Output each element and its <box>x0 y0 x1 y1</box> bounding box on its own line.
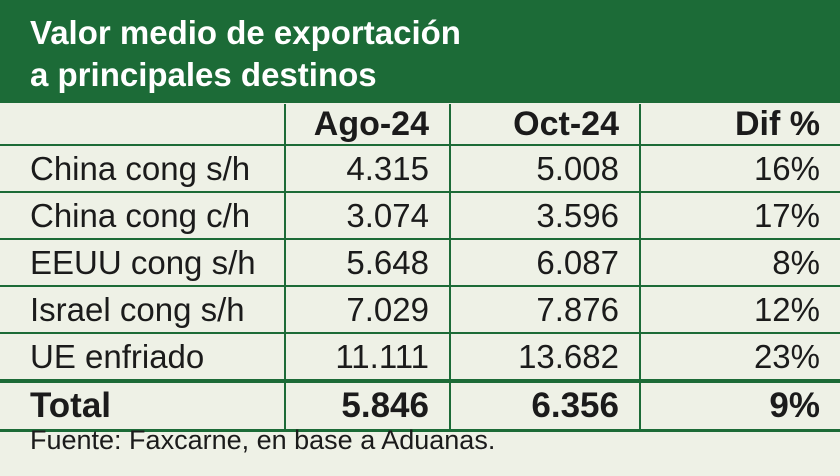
row-ago-24: 4.315 <box>284 145 450 193</box>
row-dif-pct: 17% <box>639 192 840 240</box>
table-row: EEUU cong s/h 5.648 6.087 8% <box>0 239 840 287</box>
row-dif-pct: 16% <box>639 145 840 193</box>
table-row: China cong s/h 4.315 5.008 16% <box>0 145 840 193</box>
row-destination: China cong c/h <box>0 192 285 240</box>
row-ago-24: 5.648 <box>284 239 450 287</box>
header-ago-24: Ago-24 <box>284 104 450 146</box>
title-line-2: a principales destinos <box>30 56 377 93</box>
source-note: Fuente: Faxcarne, en base a Aduanas. <box>30 425 496 455</box>
table-row: Israel cong s/h 7.029 7.876 12% <box>0 286 840 334</box>
row-oct-24: 6.087 <box>449 239 640 287</box>
header-destination <box>0 104 285 146</box>
row-destination: Israel cong s/h <box>0 286 285 334</box>
row-ago-24: 11.111 <box>284 333 450 383</box>
row-ago-24: 3.074 <box>284 192 450 240</box>
row-dif-pct: 8% <box>639 239 840 287</box>
total-row: Total 5.846 6.356 9% <box>0 381 840 432</box>
table-title-banner: Valor medio de exportación a principales… <box>0 0 840 103</box>
header-dif-pct: Dif % <box>639 104 840 146</box>
row-destination: China cong s/h <box>0 145 285 193</box>
row-dif-pct: 23% <box>639 333 840 383</box>
total-dif-pct: 9% <box>639 381 840 432</box>
row-oct-24: 3.596 <box>449 192 640 240</box>
total-label: Total <box>0 381 285 432</box>
row-destination: EEUU cong s/h <box>0 239 285 287</box>
table-row: China cong c/h 3.074 3.596 17% <box>0 192 840 240</box>
export-value-table: Ago-24 Oct-24 Dif % China cong s/h 4.315… <box>0 104 840 432</box>
title-line-1: Valor medio de exportación <box>30 14 461 51</box>
row-oct-24: 5.008 <box>449 145 640 193</box>
header-oct-24: Oct-24 <box>449 104 640 146</box>
row-ago-24: 7.029 <box>284 286 450 334</box>
total-oct-24: 6.356 <box>449 381 640 432</box>
row-oct-24: 13.682 <box>449 333 640 383</box>
header-row: Ago-24 Oct-24 Dif % <box>0 104 840 146</box>
row-destination: UE enfriado <box>0 333 285 383</box>
row-dif-pct: 12% <box>639 286 840 334</box>
total-ago-24: 5.846 <box>284 381 450 432</box>
table-row: UE enfriado 11.111 13.682 23% <box>0 333 840 383</box>
row-oct-24: 7.876 <box>449 286 640 334</box>
